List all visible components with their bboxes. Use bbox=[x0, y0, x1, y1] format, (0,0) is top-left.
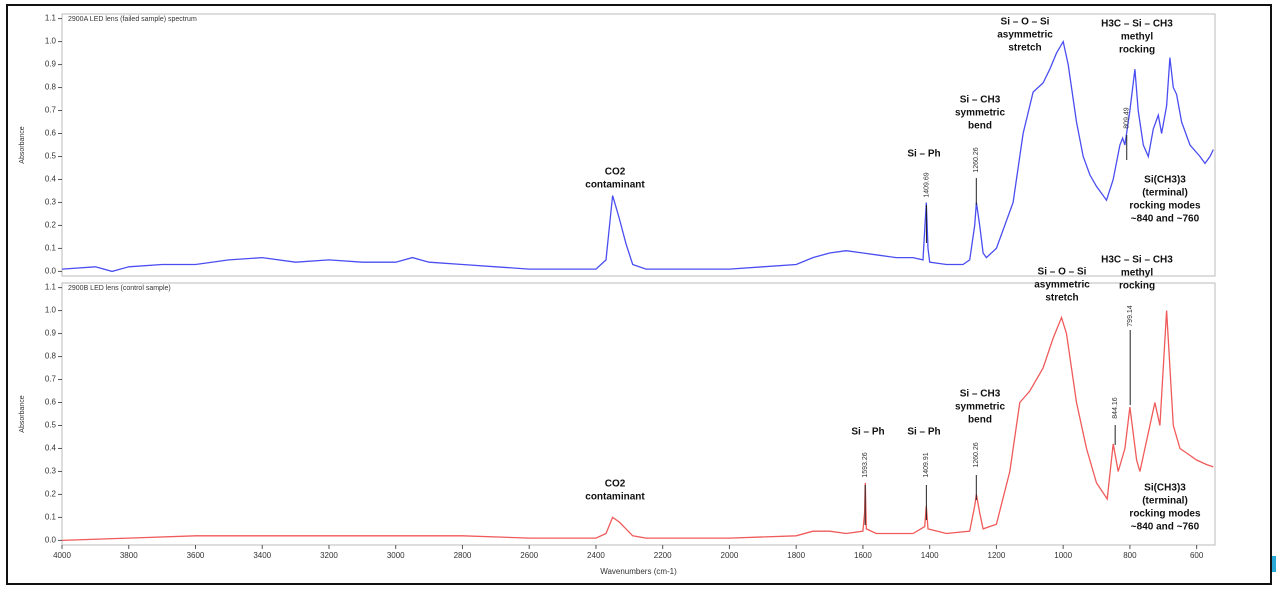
y-tick-label: 0.9 bbox=[45, 60, 57, 69]
annotation: Si – O – Si bbox=[1038, 267, 1087, 278]
peak-label: 1409.69 bbox=[923, 172, 930, 197]
annotation: symmetric bbox=[955, 402, 1005, 413]
annotation: Si – CH3 bbox=[960, 389, 1001, 400]
x-tick-label: 3000 bbox=[387, 551, 405, 560]
y-tick-label: 0.6 bbox=[45, 129, 57, 138]
y-tick-label: 0.7 bbox=[45, 375, 57, 384]
x-tick-label: 600 bbox=[1190, 551, 1204, 560]
peak-label: 1260.26 bbox=[973, 147, 980, 172]
x-tick-label: 2800 bbox=[454, 551, 472, 560]
y-tick-label: 0.8 bbox=[45, 352, 57, 361]
peak-label: 809.49 bbox=[1124, 107, 1131, 129]
annotation: H3C – Si – CH3 bbox=[1101, 255, 1173, 266]
x-tick-label: 3800 bbox=[120, 551, 138, 560]
annotation: methyl bbox=[1121, 32, 1153, 43]
y-tick-label: 0.0 bbox=[45, 536, 57, 545]
y-tick-label: 0.3 bbox=[45, 467, 57, 476]
peak-label: 1260.26 bbox=[973, 442, 980, 467]
y-tick-label: 0.2 bbox=[45, 490, 57, 499]
annotation: Si – Ph bbox=[907, 427, 940, 438]
annotation: contaminant bbox=[585, 180, 645, 191]
y-tick-label: 0.2 bbox=[45, 221, 57, 230]
panel-title: 2900B LED lens (control sample) bbox=[68, 285, 171, 292]
x-tick-label: 2600 bbox=[520, 551, 538, 560]
y-tick-label: 0.3 bbox=[45, 198, 57, 207]
spectrum-line bbox=[61, 39, 1214, 273]
annotation: Si(CH3)3 bbox=[1144, 175, 1186, 186]
y-tick-label: 0.7 bbox=[45, 106, 57, 115]
annotation: Si – CH3 bbox=[960, 95, 1001, 106]
annotation: ~840 and ~760 bbox=[1131, 214, 1200, 225]
y-tick-label: 1.0 bbox=[45, 306, 57, 315]
frame bbox=[6, 4, 1272, 585]
annotation: asymmetric bbox=[997, 30, 1053, 41]
x-tick-label: 1800 bbox=[787, 551, 805, 560]
y-tick-label: 0.8 bbox=[45, 83, 57, 92]
x-tick-label: 1000 bbox=[1054, 551, 1072, 560]
panel-title: 2900A LED lens (failed sample) spectrum bbox=[68, 16, 197, 23]
x-tick-label: 1600 bbox=[854, 551, 872, 560]
annotation: Si(CH3)3 bbox=[1144, 483, 1186, 494]
annotation: bend bbox=[968, 415, 992, 426]
annotation: ~840 and ~760 bbox=[1131, 522, 1200, 533]
peak-label: 1593.26 bbox=[862, 452, 869, 477]
x-tick-label: 1400 bbox=[921, 551, 939, 560]
annotation: (terminal) bbox=[1142, 188, 1188, 199]
annotation: rocking modes bbox=[1129, 201, 1201, 212]
y-tick-label: 0.4 bbox=[45, 175, 57, 184]
x-axis-label: Wavenumbers (cm-1) bbox=[600, 567, 677, 576]
y-axis-label: Absorbance bbox=[19, 126, 26, 163]
annotation: methyl bbox=[1121, 268, 1153, 279]
y-tick-label: 1.1 bbox=[45, 14, 57, 23]
x-tick-label: 3400 bbox=[253, 551, 271, 560]
plot-area bbox=[61, 13, 1216, 277]
annotation: symmetric bbox=[955, 108, 1005, 119]
annotation: asymmetric bbox=[1034, 280, 1090, 291]
y-tick-label: 0.0 bbox=[45, 267, 57, 276]
y-tick-label: 1.0 bbox=[45, 37, 57, 46]
y-tick-label: 0.4 bbox=[45, 444, 57, 453]
annotation: bend bbox=[968, 121, 992, 132]
x-tick-label: 2200 bbox=[654, 551, 672, 560]
peak-label: 844.16 bbox=[1112, 397, 1119, 419]
x-tick-label: 2000 bbox=[721, 551, 739, 560]
y-tick-label: 0.5 bbox=[45, 152, 57, 161]
peak-label: 799.14 bbox=[1127, 305, 1134, 327]
x-tick-label: 1200 bbox=[988, 551, 1006, 560]
x-tick-label: 4000 bbox=[53, 551, 71, 560]
y-tick-label: 0.1 bbox=[45, 244, 57, 253]
y-tick-label: 0.1 bbox=[45, 513, 57, 522]
x-tick-label: 3600 bbox=[187, 551, 205, 560]
annotation: rocking bbox=[1119, 281, 1155, 292]
y-tick-label: 0.6 bbox=[45, 398, 57, 407]
annotation: contaminant bbox=[585, 492, 645, 503]
annotation: Si – Ph bbox=[907, 149, 940, 160]
y-axis-label: Absorbance bbox=[19, 395, 26, 432]
annotation: stretch bbox=[1008, 43, 1041, 54]
annotation: rocking modes bbox=[1129, 509, 1201, 520]
annotation: Si – Ph bbox=[851, 427, 884, 438]
annotation: H3C – Si – CH3 bbox=[1101, 19, 1173, 30]
annotation: CO2 bbox=[605, 479, 626, 490]
y-tick-label: 1.1 bbox=[45, 283, 57, 292]
x-tick-label: 2400 bbox=[587, 551, 605, 560]
x-tick-label: 800 bbox=[1123, 551, 1137, 560]
spectrum-line bbox=[61, 310, 1214, 542]
annotation: stretch bbox=[1045, 293, 1078, 304]
peak-label: 1409.91 bbox=[923, 452, 930, 477]
y-tick-label: 0.9 bbox=[45, 329, 57, 338]
annotation: Si – O – Si bbox=[1001, 17, 1050, 28]
annotation: (terminal) bbox=[1142, 496, 1188, 507]
plot-area bbox=[61, 282, 1216, 546]
edge-marker bbox=[1272, 556, 1276, 572]
y-tick-label: 0.5 bbox=[45, 421, 57, 430]
x-tick-label: 3200 bbox=[320, 551, 338, 560]
annotation: CO2 bbox=[605, 167, 626, 178]
annotation: rocking bbox=[1119, 45, 1155, 56]
